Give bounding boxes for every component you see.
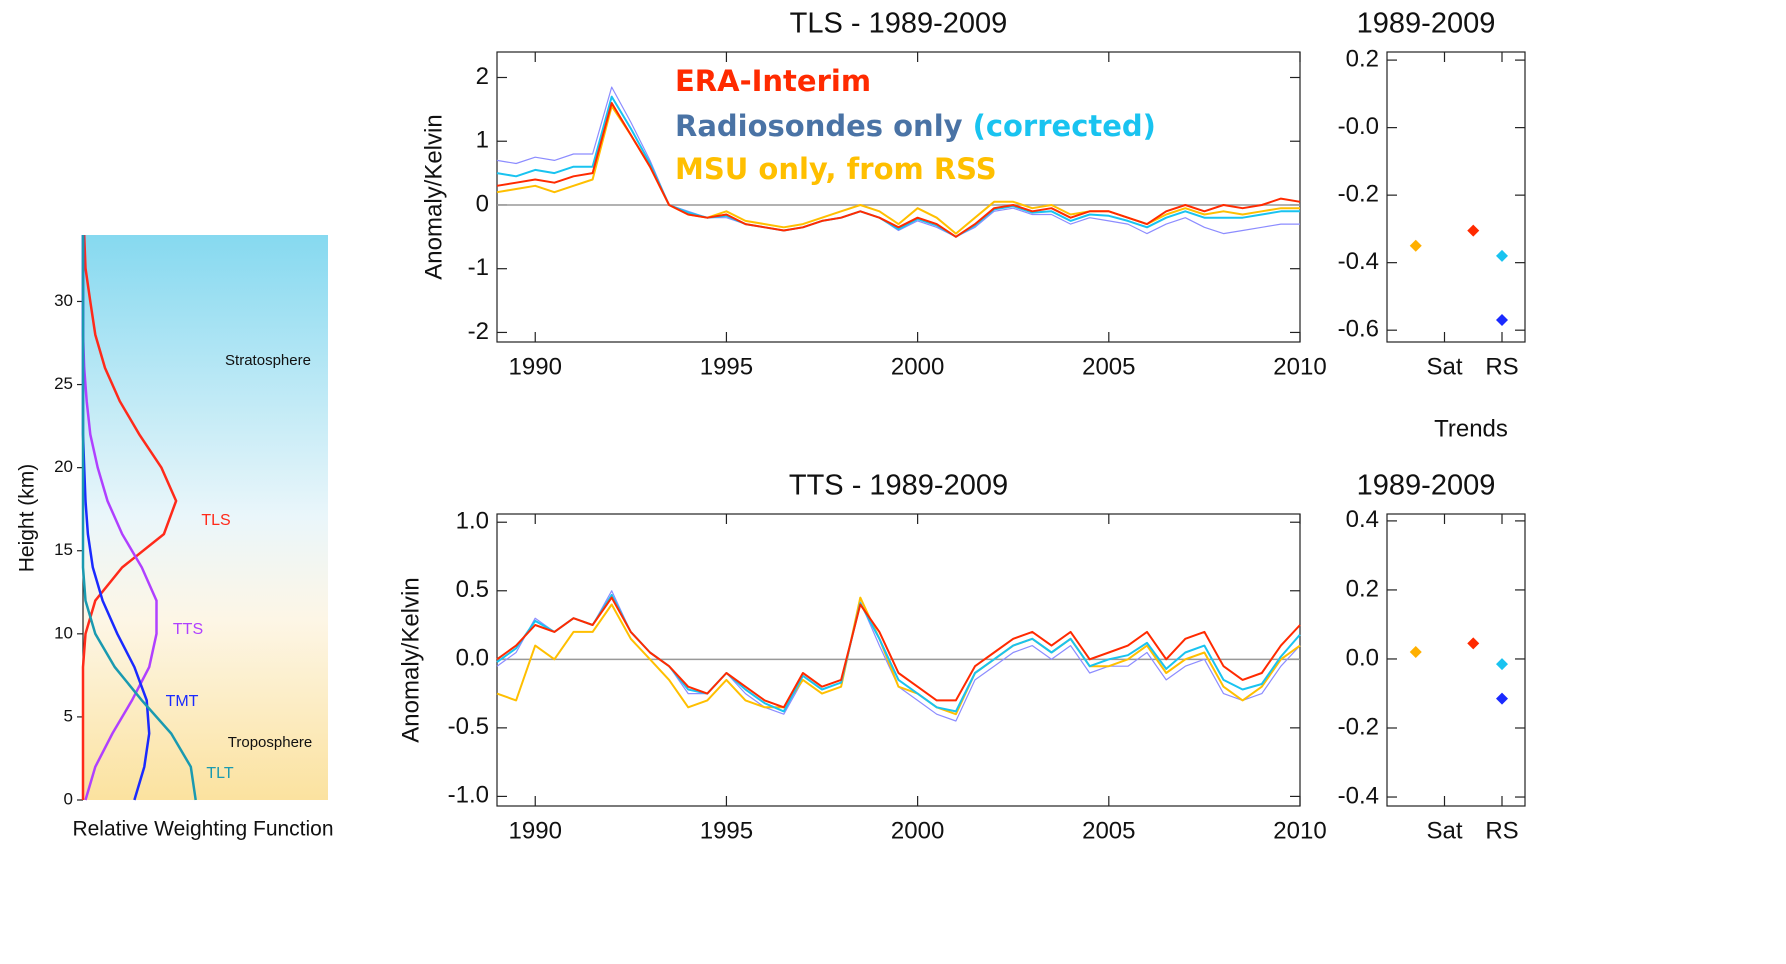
x-tick-label: 2010: [1273, 817, 1326, 844]
annotation: Troposphere: [228, 734, 313, 751]
plot-frame: [496, 51, 1301, 343]
y-tick-label: 0.0: [1346, 644, 1379, 671]
y-tick-label: -0.0: [1338, 113, 1379, 140]
trend-point: [1467, 224, 1480, 237]
chart-title: TTS - 1989-2009: [789, 470, 1008, 502]
chart-title: 1989-2009: [1357, 470, 1496, 502]
y-tick-label: 30: [54, 291, 73, 310]
y-tick-label: 1.0: [456, 508, 489, 535]
legend-entry: MSU only, from RSS: [675, 152, 997, 186]
chart-panel: TLS - 1989-2009 -2 -1 0 1 2 1990 1995 2000 2005 20…: [420, 8, 1326, 381]
series-line: [496, 102, 1301, 238]
y-tick-label: -0.4: [1338, 248, 1379, 275]
chart-panel: TTS - 1989-2009 -1.0 -0.5 0.0 0.5 1.0 1990 1995…: [397, 470, 1326, 845]
y-tick-label: 0.0: [456, 645, 489, 672]
y-tick-label: -0.4: [1338, 782, 1379, 809]
y-tick-label: 0.2: [1346, 575, 1379, 602]
weighting-curve: [81, 235, 197, 801]
x-axis-label: Trends: [1434, 415, 1508, 442]
annotation: Stratosphere: [225, 352, 311, 369]
y-tick-label: 2: [476, 63, 489, 90]
legend-entry: (corrected): [973, 109, 1156, 143]
y-tick-label: 0.5: [456, 576, 489, 603]
y-tick-label: 20: [54, 457, 73, 476]
x-axis-label: Relative Weighting Function: [72, 818, 333, 841]
series-line: [496, 86, 1300, 238]
curve-label: TTS: [173, 621, 203, 638]
chart-panel: 0 5 10 15 20 25 30 TLS TTS TMT TLT Stratosphere Trop…: [16, 234, 334, 841]
trend-point: [1496, 314, 1508, 327]
legend-entry: ERA-Interim: [675, 64, 871, 98]
y-axis-label: Height (km): [16, 464, 39, 573]
y-tick-label: 15: [54, 540, 73, 559]
y-tick-label: 5: [64, 706, 73, 725]
curve-label: TMT: [166, 693, 199, 710]
chart-panel: 1989-2009 0.4 0.2 0.0 -0.2 -0.4 Sat RS: [1338, 470, 1526, 844]
plot-background: [83, 235, 328, 800]
y-tick-label: 0: [64, 789, 73, 808]
trend-point: [1496, 658, 1508, 671]
x-tick-label: 2000: [891, 353, 944, 380]
y-tick-label: -0.2: [1338, 180, 1379, 207]
x-tick-label: Sat: [1426, 353, 1462, 380]
y-tick-label: -0.2: [1338, 713, 1379, 740]
y-tick-label: 10: [54, 623, 73, 642]
series-line: [496, 596, 1301, 716]
x-tick-label: 2010: [1273, 353, 1326, 380]
y-tick-label: 25: [54, 374, 73, 393]
series-line: [496, 593, 1301, 713]
x-tick-label: 1990: [509, 353, 562, 380]
trend-point: [1409, 239, 1422, 252]
x-tick-label: 1990: [509, 817, 562, 844]
y-tick-label: -1: [468, 254, 489, 281]
chart-title: 1989-2009: [1357, 8, 1496, 40]
x-tick-label: RS: [1485, 353, 1518, 380]
trend-point: [1409, 646, 1422, 659]
legend-entry: Radiosondes only: [675, 109, 963, 143]
y-tick-label: -1.0: [448, 782, 489, 809]
x-tick-label: Sat: [1426, 817, 1462, 844]
curve-label: TLT: [206, 765, 233, 782]
x-tick-label: 2000: [891, 817, 944, 844]
series-line: [496, 590, 1301, 722]
x-tick-label: 2005: [1082, 817, 1135, 844]
trend-point: [1496, 692, 1508, 705]
curve-label: TLS: [201, 512, 230, 529]
series-line: [496, 95, 1300, 238]
y-tick-label: 0.4: [1346, 506, 1379, 533]
plot-frame: [1386, 51, 1526, 343]
plot-frame: [1386, 513, 1526, 807]
trend-point: [1496, 249, 1508, 262]
y-tick-label: -2: [468, 318, 489, 345]
chart-title: TLS - 1989-2009: [790, 8, 1008, 40]
y-tick-label: 1: [476, 127, 489, 154]
series-line: [496, 596, 1301, 709]
x-tick-label: 1995: [700, 817, 753, 844]
y-tick-label: -0.6: [1338, 316, 1379, 343]
y-tick-label: -0.5: [448, 713, 489, 740]
chart-panel: 1989-2009 0.2 -0.0 -0.2 -0.4 -0.6 Sat RS Trends: [1338, 8, 1526, 442]
x-tick-label: 2005: [1082, 353, 1135, 380]
x-tick-label: RS: [1485, 817, 1518, 844]
y-axis-label: Anomaly/Kelvin: [397, 577, 424, 742]
y-tick-label: 0: [476, 190, 489, 217]
y-axis-label: Anomaly/Kelvin: [420, 114, 447, 279]
y-tick-label: 0.2: [1346, 45, 1379, 72]
x-tick-label: 1995: [700, 353, 753, 380]
weighting-curve: [81, 234, 178, 800]
trend-point: [1467, 637, 1480, 650]
